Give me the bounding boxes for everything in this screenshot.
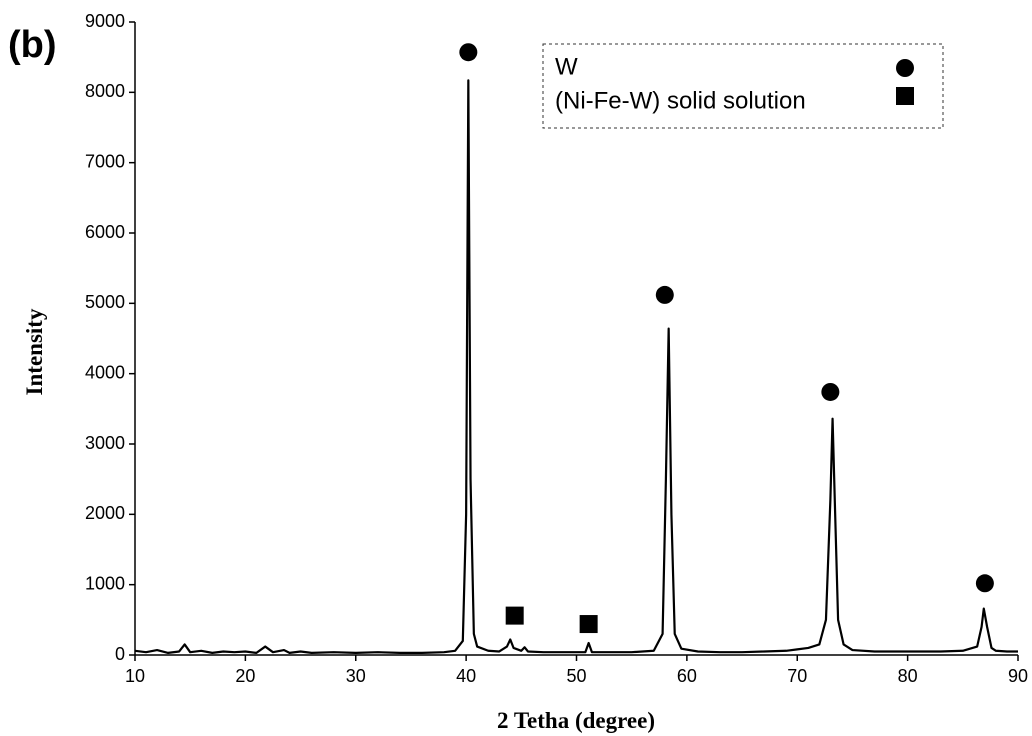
y-tick-label: 4000	[85, 362, 125, 382]
y-tick-label: 2000	[85, 503, 125, 523]
x-axis-label: 2 Tetha (degree)	[497, 708, 655, 733]
marker-circle	[896, 59, 914, 77]
x-tick-label: 80	[898, 666, 918, 686]
marker-square	[579, 615, 598, 634]
legend-label: (Ni-Fe-W) solid solution	[555, 87, 806, 114]
marker-circle	[821, 382, 840, 401]
marker-square	[896, 87, 914, 105]
y-tick-label: 5000	[85, 292, 125, 312]
marker-circle	[459, 43, 478, 62]
legend-label: W	[555, 53, 578, 80]
y-tick-label: 8000	[85, 81, 125, 101]
x-tick-label: 70	[787, 666, 807, 686]
x-tick-label: 90	[1008, 666, 1028, 686]
x-tick-label: 30	[346, 666, 366, 686]
marker-circle	[975, 574, 994, 593]
x-tick-label: 50	[566, 666, 586, 686]
xrd-line	[134, 79, 1018, 654]
y-axis-label: Intensity	[22, 308, 47, 395]
panel-label: (b)	[8, 24, 57, 66]
marker-circle	[655, 285, 674, 304]
x-tick-label: 60	[677, 666, 697, 686]
marker-square	[505, 606, 524, 625]
y-tick-label: 0	[115, 644, 125, 664]
legend-box	[542, 43, 944, 129]
y-tick-label: 3000	[85, 433, 125, 453]
x-tick-label: 20	[235, 666, 255, 686]
y-tick-label: 1000	[85, 573, 125, 593]
x-tick-label: 10	[125, 666, 145, 686]
y-tick-label: 9000	[85, 11, 125, 31]
y-tick-label: 6000	[85, 222, 125, 242]
x-tick-label: 40	[456, 666, 476, 686]
y-tick-label: 7000	[85, 151, 125, 171]
